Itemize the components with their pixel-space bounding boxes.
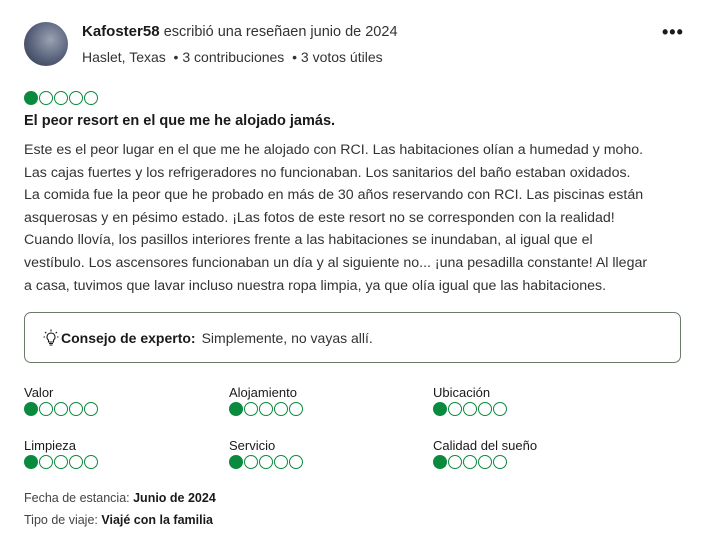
empty-bubble-icon: [289, 402, 303, 416]
subrating: Alojamiento: [229, 385, 303, 416]
more-options-ellipsis-icon[interactable]: •••: [662, 22, 684, 42]
empty-bubble-icon: [84, 455, 98, 469]
empty-bubble-icon: [448, 402, 462, 416]
empty-bubble-icon: [39, 402, 53, 416]
empty-bubble-icon: [69, 455, 83, 469]
empty-bubble-icon: [84, 91, 98, 105]
author-meta: Haslet, Texas • 3 contribuciones • 3 vot…: [82, 49, 383, 65]
overall-rating: [24, 91, 98, 105]
filled-bubble-icon: [229, 455, 243, 469]
empty-bubble-icon: [274, 402, 288, 416]
subrating-bubbles: [229, 402, 303, 416]
empty-bubble-icon: [244, 402, 258, 416]
author-location: Haslet, Texas: [82, 49, 166, 65]
empty-bubble-icon: [69, 91, 83, 105]
empty-bubble-icon: [69, 402, 83, 416]
empty-bubble-icon: [259, 402, 273, 416]
empty-bubble-icon: [274, 455, 288, 469]
subrating-label: Servicio: [229, 438, 276, 453]
subrating-label: Valor: [24, 385, 54, 400]
empty-bubble-icon: [84, 402, 98, 416]
avatar[interactable]: [24, 22, 68, 66]
subrating: Servicio: [229, 438, 303, 469]
subrating-label: Calidad del sueño: [433, 438, 538, 453]
empty-bubble-icon: [244, 455, 258, 469]
subrating-bubbles: [229, 455, 303, 469]
filled-bubble-icon: [433, 455, 447, 469]
stay-date-label: Fecha de estancia:: [24, 491, 130, 505]
subrating-bubbles: [24, 402, 98, 416]
review-body-line: Las cajas fuertes y los refrigeradores n…: [24, 164, 631, 181]
review-body-line: La comida fue la peor que he probado en …: [24, 187, 644, 204]
filled-bubble-icon: [24, 455, 38, 469]
subrating: Calidad del sueño: [433, 438, 537, 469]
empty-bubble-icon: [54, 455, 68, 469]
empty-bubble-icon: [478, 455, 492, 469]
subrating: Limpieza: [24, 438, 98, 469]
empty-bubble-icon: [289, 455, 303, 469]
empty-bubble-icon: [463, 402, 477, 416]
empty-bubble-icon: [54, 91, 68, 105]
subrating: Ubicación: [433, 385, 507, 416]
review-title: El peor resort en el que me he alojado j…: [24, 113, 336, 129]
subrating-label: Alojamiento: [229, 385, 297, 400]
subrating-bubbles: [24, 455, 98, 469]
review-body-line: Este es el peor lugar en el que me he al…: [24, 142, 644, 158]
review-body-line: a casa, tuvimos que lavar incluso nuestr…: [24, 277, 607, 294]
filled-bubble-icon: [433, 402, 447, 416]
author-contributions: 3 contribuciones: [182, 49, 285, 65]
subrating-bubbles: [433, 402, 507, 416]
empty-bubble-icon: [54, 402, 68, 416]
empty-bubble-icon: [493, 455, 507, 469]
subrating-label: Ubicación: [433, 385, 491, 400]
author-name[interactable]: Kafoster58: [82, 23, 160, 40]
filled-bubble-icon: [229, 402, 243, 416]
tip-text: Simplemente, no vayas allí.: [201, 329, 373, 346]
empty-bubble-icon: [478, 402, 492, 416]
empty-bubble-icon: [448, 455, 462, 469]
tip-label: Consejo de experto:: [61, 329, 196, 346]
expert-tip: Consejo de experto: Simplemente, no vaya…: [24, 312, 681, 363]
filled-bubble-icon: [24, 402, 38, 416]
trip-type-value: Viajé con la familia: [101, 513, 214, 527]
review-body-line: Cuando llovía, los pasillos interiores f…: [24, 232, 593, 249]
empty-bubble-icon: [39, 91, 53, 105]
trip-type-label: Tipo de viaje:: [24, 513, 98, 527]
author-helpful-votes: 3 votos útiles: [300, 49, 383, 65]
stay-date: Fecha de estancia: Junio de 2024: [24, 491, 216, 505]
subrating-bubbles: [433, 455, 537, 469]
review-body-line: vestíbulo. Los ascensores funcionaban un…: [24, 254, 648, 271]
empty-bubble-icon: [39, 455, 53, 469]
filled-bubble-icon: [24, 91, 38, 105]
review-header: Kafoster58 escribió una reseñaen junio d…: [82, 23, 398, 40]
trip-type: Tipo de viaje: Viajé con la familia: [24, 513, 213, 527]
empty-bubble-icon: [463, 455, 477, 469]
lightbulb-icon: [43, 329, 59, 346]
review-action: escribió una reseñaen junio de 2024: [163, 24, 398, 40]
subrating-label: Limpieza: [24, 438, 77, 453]
empty-bubble-icon: [259, 455, 273, 469]
review-body: Este es el peor lugar en el que me he al…: [24, 139, 684, 297]
subrating: Valor: [24, 385, 98, 416]
empty-bubble-icon: [493, 402, 507, 416]
review-body-line: asquerosas y en pésimo estado. ¡Las foto…: [24, 209, 615, 226]
stay-date-value: Junio de 2024: [133, 491, 216, 505]
